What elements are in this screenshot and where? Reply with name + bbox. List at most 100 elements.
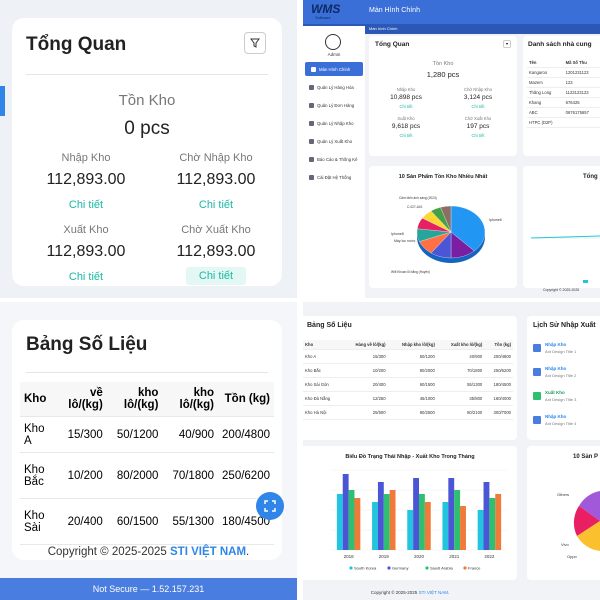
line-chart-card: Tổng	[523, 166, 600, 288]
cell: 60/1500	[106, 498, 163, 545]
pending-in-label: Chờ Nhập Kho	[179, 152, 253, 164]
user-name: Admin	[327, 52, 341, 57]
cell: 35/800	[436, 391, 485, 406]
sidebar-item-label: Báo Cáo & Thống Kê	[317, 156, 358, 162]
breadcrumb: Màn hình Chính	[303, 24, 600, 34]
pie-label: Others	[557, 492, 570, 497]
brand-link[interactable]: STI VIỆT NAM	[418, 590, 449, 595]
pie2-card: 10 Sản P Others Vivo Oppo	[527, 446, 600, 580]
supplier-card: Danh sách nhà cung Tên Mã Số Thu Kangaroo…	[523, 36, 600, 156]
legend-label: Saudi Arabia	[430, 566, 453, 571]
pie-label: Wifi Khoan lỗ bằng (Huyện)	[391, 270, 430, 274]
top-header: WMS Software Màn Hình Chính	[303, 0, 600, 24]
pending-in-detail-link[interactable]: Chi tiết	[198, 199, 234, 211]
col-header: Tồn (kg)	[484, 340, 513, 350]
cell: Kho Hà Nội	[303, 405, 343, 420]
x-tick-label: 2018	[344, 554, 355, 559]
bar	[424, 502, 431, 550]
bar-chart-card: Biểu Đồ Trạng Thái Nhập - Xuất Kho Trong…	[303, 446, 517, 580]
pie-slice	[450, 205, 486, 252]
sidebar-item-label: Màn Hình Chính	[319, 66, 351, 72]
bar	[489, 498, 496, 550]
stock-label: Tồn Kho	[118, 92, 176, 109]
col-header: kho lô/(kg)	[162, 382, 219, 417]
mini-filter-button[interactable]: ▾	[503, 40, 511, 48]
mini-out-label: Xuất Kho	[397, 116, 415, 121]
page-title: Màn Hình Chính	[369, 7, 420, 14]
cell: Kangaroo	[527, 67, 564, 78]
sidebar-item-settings[interactable]: Cài Đặt Hệ Thống	[303, 170, 365, 184]
table-row: Kho A 15/300 50/1200 40/900 200/4800	[20, 416, 274, 453]
table-title: Bảng Số Liệu	[26, 334, 148, 355]
table-row: Mazem 123	[527, 77, 600, 88]
sidebar-item-home[interactable]: Màn Hình Chính	[305, 62, 363, 76]
legend-swatch	[463, 566, 467, 570]
bar-chart-title: Biểu Đồ Trạng Thái Nhập - Xuất Kho Trong…	[345, 454, 475, 460]
bar-chart: 2018 2019 2020 2021 2022 South Korea Germany Sa…	[331, 469, 507, 571]
supplier-title: Danh sách nhà cung	[528, 41, 592, 48]
table-row: Thăng Long 1123123123	[527, 87, 600, 98]
pie-slice	[440, 205, 452, 233]
cell: 10/200	[58, 452, 107, 499]
pending-out-detail-link[interactable]: Chi tiết	[186, 267, 246, 285]
cell: 80/2100	[436, 405, 485, 420]
cell: 40/900	[162, 416, 219, 453]
bar	[448, 478, 455, 550]
cell: 15/300	[58, 416, 107, 453]
legend-label: Germany	[392, 566, 408, 571]
cell: 676425	[563, 97, 600, 108]
mini-pending-in-detail[interactable]: Chi tiết	[471, 104, 485, 109]
sidebar-menu: Màn Hình Chính Quản Lý Hàng Hóa Quản Lý …	[303, 62, 365, 184]
mini-table-title: Bảng Số Liệu	[307, 322, 352, 329]
history-type: Nhập Kho	[545, 366, 567, 371]
mini-pending-out-detail[interactable]: Chi tiết	[471, 133, 485, 138]
supplier-table-wrap: Tên Mã Số Thu Kangaroo 1201231123 Mazem 123…	[527, 58, 600, 128]
table-row: Kho A 15/300 50/1200 40/900 200/4800	[303, 349, 513, 364]
truck-icon	[533, 416, 541, 424]
bar	[336, 494, 343, 550]
zoomed-overview-panel: Tổng Quan Tồn Kho 0 pcs Nhập Kho 112,893…	[0, 0, 297, 298]
sidebar-item-goods[interactable]: Quản Lý Hàng Hóa	[303, 80, 365, 94]
sidebar-item-label: Cài Đặt Hệ Thống	[317, 174, 352, 180]
table-row: Khang 676425	[527, 97, 600, 108]
bar	[477, 510, 484, 550]
series-line	[530, 235, 600, 239]
mini-out-detail[interactable]: Chi tiết	[399, 133, 413, 138]
table-row: HTPC (D2P)	[527, 117, 600, 128]
sidebar-item-import[interactable]: Quản Lý Nhập Kho	[303, 116, 365, 130]
dashboard-lower-panel: Bảng Số Liệu Kho Hàng về lô/(kg) Nhập kho …	[303, 302, 600, 600]
bar	[372, 502, 378, 550]
sidebar-item-export[interactable]: Quản Lý Xuất Kho	[303, 134, 365, 148]
sidebar-item-reports[interactable]: Báo Cáo & Thống Kê	[303, 152, 365, 166]
legend-swatch	[387, 566, 391, 570]
mini-pending-out-value: 197 pcs	[466, 123, 490, 130]
truck-icon	[533, 392, 541, 400]
out-detail-link[interactable]: Chi tiết	[68, 271, 104, 283]
cell: Kho A	[303, 349, 343, 364]
sidebar-item-label: Quản Lý Nhập Kho	[317, 120, 354, 126]
cell: 40/900	[436, 349, 485, 364]
brand-link[interactable]: STI VIỆT NAM	[170, 546, 247, 558]
copyright-text: Copyright © 2025-2025	[370, 590, 418, 595]
bar	[354, 498, 361, 550]
pie-label: C-027-A01	[407, 205, 423, 209]
filter-button[interactable]	[244, 32, 266, 54]
cell: 250/6200	[218, 452, 274, 499]
cell: 200/4800	[484, 349, 513, 364]
cell: 70/1800	[436, 363, 485, 378]
in-detail-link[interactable]: Chi tiết	[68, 199, 104, 211]
col-header: Tên	[527, 58, 564, 68]
out-value: 112,893.00	[46, 243, 126, 260]
fullscreen-button[interactable]	[256, 492, 284, 520]
sidebar-item-orders[interactable]: Quản Lý Đơn Hàng	[303, 98, 365, 112]
bar	[342, 474, 349, 550]
bar	[419, 494, 425, 550]
data-table-wrap: Kho về lô/(kg) kho lô/(kg) kho lô/(kg) T…	[20, 382, 274, 545]
cell: 25/500	[342, 405, 388, 420]
history-type: Nhập Kho	[545, 342, 567, 347]
col-header: Xuất kho lô/(kg)	[436, 340, 485, 350]
pie2-title: 10 Sản P	[573, 454, 599, 460]
cell: 80/2000	[387, 363, 437, 378]
mini-in-detail[interactable]: Chi tiết	[399, 104, 413, 109]
cell: 80/2000	[106, 452, 163, 499]
